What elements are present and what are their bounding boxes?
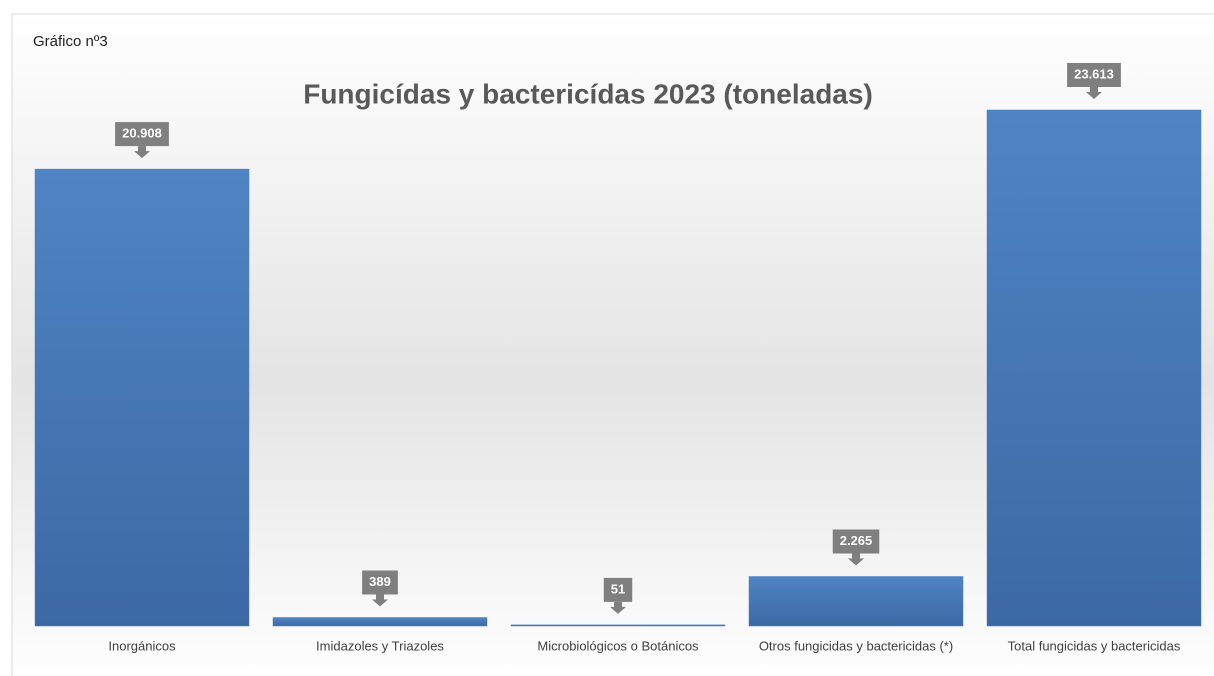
data-label: 2.265: [840, 533, 873, 548]
data-label: 20.908: [122, 126, 162, 141]
bar: [748, 576, 964, 627]
bar: [510, 624, 726, 627]
x-tick-label: Imidazoles y Triazoles: [316, 638, 444, 653]
data-label-box: [1067, 63, 1121, 87]
data-label-arrow: [372, 594, 388, 607]
data-label: 23.613: [1074, 66, 1114, 81]
data-label-box: [832, 529, 880, 554]
data-label-arrow: [1086, 87, 1102, 99]
data-label: 389: [369, 574, 391, 589]
bar: [272, 617, 488, 627]
x-tick-label: Microbiológicos o Botánicos: [537, 638, 699, 653]
data-label-box: [362, 570, 398, 595]
x-tick-label: Total fungicidas y bactericidas: [1008, 638, 1181, 653]
data-label-arrow: [848, 553, 864, 566]
chart-title: Fungicídas y bactericídas 2023 (tonelada…: [303, 78, 873, 109]
data-label-box: [603, 577, 633, 602]
x-tick-label: Inorgánicos: [108, 638, 176, 653]
x-tick-label: Otros fungicidas y bactericidas (*): [759, 638, 953, 653]
data-label-arrow: [134, 146, 150, 159]
bar: [34, 168, 250, 627]
data-label: 51: [611, 581, 625, 596]
bar: [986, 109, 1202, 627]
data-label-box: [115, 122, 169, 147]
data-label-arrow: [610, 601, 626, 614]
chart-subtitle: Gráfico nº3: [33, 33, 108, 50]
